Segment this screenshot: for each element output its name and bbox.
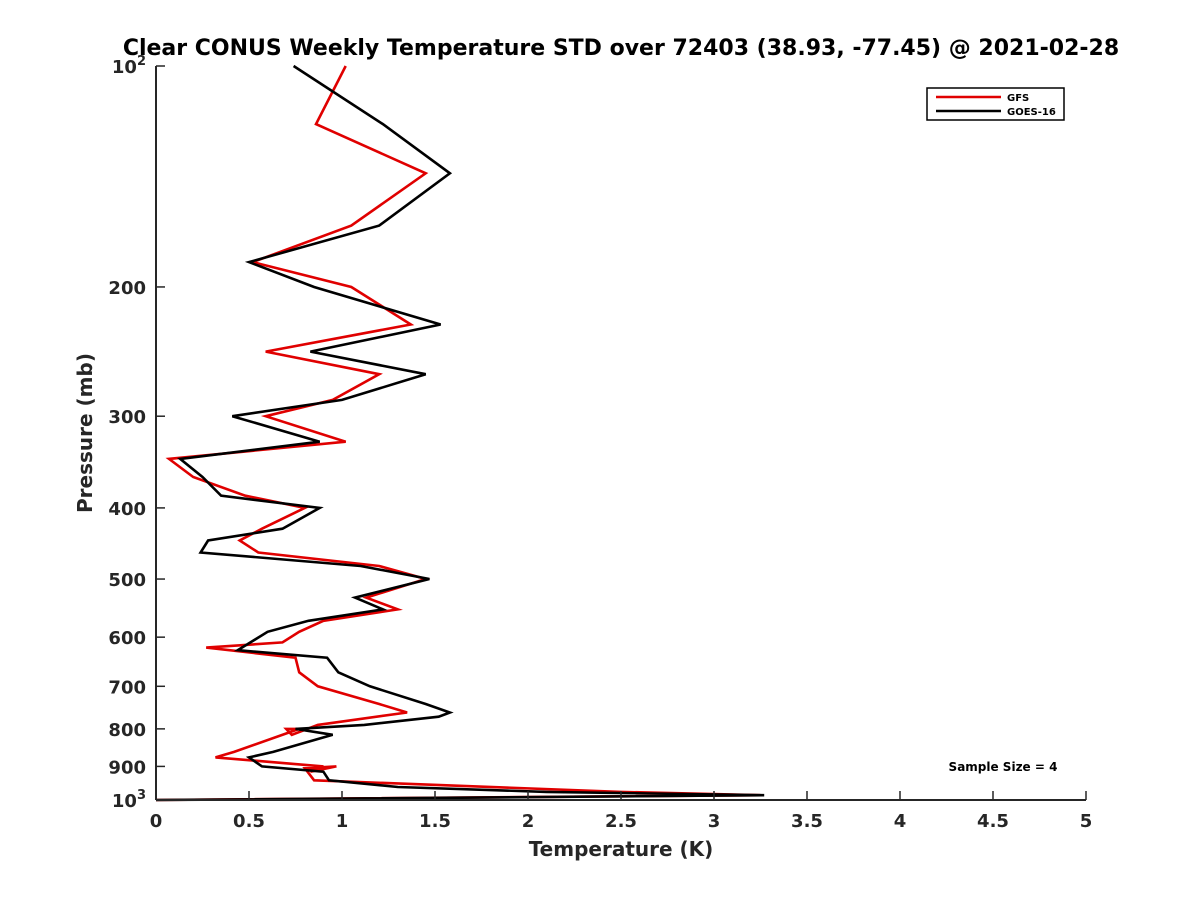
legend-box <box>926 87 1065 121</box>
y-tick-label: 200 <box>108 278 146 299</box>
legend-label-goes16: GOES-16 <box>1007 107 1056 118</box>
x-tick-label: 2 <box>522 811 535 832</box>
series-line-gfs <box>155 65 761 802</box>
x-tick-label: 1 <box>336 811 349 832</box>
series-line-goes-16 <box>155 64 765 802</box>
x-tick-label: 5 <box>1080 811 1093 832</box>
x-tick-label: 1.5 <box>419 811 451 832</box>
x-axis-ticks: 0 0.5 1 1.5 2 2.5 3 3.5 4 4.5 5 <box>150 791 1093 832</box>
y-tick-label: 102 <box>112 54 146 78</box>
y-tick-label: 400 <box>108 499 146 520</box>
x-tick-label: 4 <box>894 811 907 832</box>
y-tick-label: 800 <box>108 720 146 741</box>
sample-size-annotation: Sample Size = 4 <box>949 760 1058 774</box>
y-tick-label: 300 <box>108 407 146 428</box>
y-tick-label: 500 <box>108 570 146 591</box>
x-tick-label: 0.5 <box>233 811 265 832</box>
y-tick-label: 700 <box>108 677 146 698</box>
y-tick-label: 600 <box>108 628 146 649</box>
legend-label-gfs: GFS <box>1007 93 1029 104</box>
y-axis-title: Pressure (mb) <box>73 353 97 513</box>
x-tick-label: 4.5 <box>977 811 1009 832</box>
y-tick-label: 900 <box>108 757 146 778</box>
x-tick-label: 0 <box>150 811 163 832</box>
y-axis-ticks: 102 200 300 400 500 600 700 800 900 103 <box>108 54 165 812</box>
legend: GFS GOES-16 <box>926 87 1065 121</box>
chart-title: Clear CONUS Weekly Temperature STD over … <box>123 36 1119 61</box>
y-tick-label: 103 <box>112 788 146 812</box>
plot-area <box>155 64 765 802</box>
x-tick-label: 2.5 <box>605 811 637 832</box>
x-axis-title: Temperature (K) <box>529 837 714 861</box>
x-tick-label: 3.5 <box>791 811 823 832</box>
x-tick-label: 3 <box>708 811 721 832</box>
